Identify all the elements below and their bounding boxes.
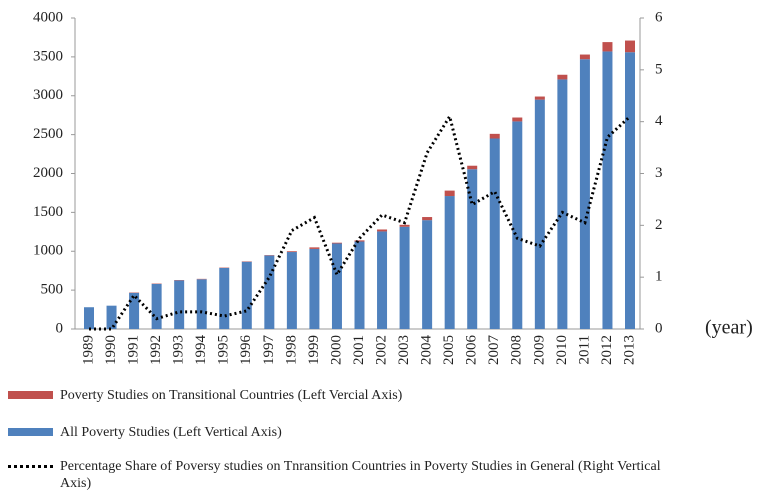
x-tick-label: 2007	[486, 335, 502, 366]
bar	[579, 59, 590, 330]
x-tick-label: 1999	[306, 335, 322, 365]
bar	[512, 117, 523, 122]
bar	[286, 251, 297, 253]
bar	[467, 169, 478, 329]
bar	[557, 74, 568, 80]
chart: (year) 0 500 1000 1500 2000 2500 3000 3500 4000 0…	[33, 9, 753, 366]
x-tick-label: 2008	[509, 335, 525, 365]
bar	[309, 247, 320, 249]
x-axis-label: (year)	[705, 317, 753, 339]
bar	[625, 40, 635, 53]
y-tick-label: 500	[41, 282, 64, 298]
x-tick-label: 2010	[554, 335, 570, 365]
bar	[309, 248, 320, 329]
y2-tick-label: 5	[655, 61, 663, 77]
bar	[151, 283, 162, 329]
x-tick-label: 1995	[216, 335, 232, 365]
bar	[106, 305, 117, 329]
bar	[579, 54, 590, 60]
bar	[196, 279, 207, 329]
bar	[422, 217, 433, 221]
x-tick-label: 1998	[283, 335, 299, 365]
legend-swatch	[8, 465, 53, 468]
y-tick-label: 2000	[33, 165, 63, 181]
bar	[625, 52, 635, 330]
x-tick-label: 1992	[148, 335, 164, 365]
x-tick-label: 1997	[261, 335, 277, 366]
y2-tick-label: 3	[655, 165, 663, 181]
y-tick-label: 2500	[33, 126, 63, 142]
bar	[467, 165, 478, 170]
x-tick-label: 2011	[576, 335, 592, 364]
x-tick-label: 1991	[126, 335, 142, 365]
legend-label: Poverty Studies on Transitional Countrie…	[60, 388, 403, 403]
x-tick-label: 2012	[599, 335, 615, 365]
bar	[602, 51, 613, 330]
y2-tick-label: 0	[655, 320, 663, 336]
bar	[331, 243, 342, 329]
x-tick-label: 2002	[373, 335, 389, 365]
bar	[241, 261, 252, 329]
bar	[286, 252, 297, 329]
bar	[331, 242, 342, 244]
bar	[354, 240, 365, 242]
x-tick-label: 2004	[419, 335, 435, 366]
bar	[534, 99, 545, 329]
y-tick-label: 3000	[33, 87, 63, 103]
bar	[129, 292, 140, 329]
x-tick-label: 1994	[193, 335, 209, 366]
x-tick-label: 2001	[351, 335, 367, 365]
bar	[422, 220, 433, 329]
y-tick-label: 3500	[33, 48, 63, 64]
bar	[399, 224, 410, 227]
y2-tick-label: 2	[655, 217, 663, 233]
x-tick-label: 2005	[441, 335, 457, 365]
legend-swatch	[8, 428, 53, 436]
x-tick-label: 1989	[80, 335, 96, 365]
bar	[84, 307, 94, 329]
bar	[354, 241, 365, 329]
bar	[512, 121, 523, 329]
x-tick-label: 2000	[328, 335, 344, 365]
x-tick-label: 2003	[396, 335, 412, 365]
bar	[174, 280, 185, 329]
bar	[489, 138, 500, 329]
x-tick-label: 2006	[464, 335, 480, 366]
y2-tick-label: 1	[655, 269, 663, 285]
y-tick-label: 1000	[33, 243, 63, 259]
y-tick-label: 0	[56, 320, 64, 336]
bar	[489, 133, 500, 139]
bar	[444, 196, 455, 329]
bar	[377, 229, 388, 232]
bar	[534, 96, 545, 100]
y2-tick-label: 6	[655, 9, 663, 25]
bar	[399, 226, 410, 329]
x-tick-label: 2009	[531, 335, 547, 365]
x-tick-label: 2013	[621, 335, 637, 365]
x-tick-label: 1996	[238, 335, 254, 366]
bar	[219, 267, 230, 329]
y2-tick-label: 4	[655, 113, 663, 129]
legend-label: Percentage Share of Poversy studies on T…	[60, 459, 661, 491]
legend-swatch	[8, 391, 53, 399]
x-tick-label: 1993	[171, 335, 187, 365]
bar	[557, 79, 568, 329]
legend-label: All Poverty Studies (Left Vertical Axis)	[60, 425, 282, 440]
x-tick-label: 1990	[103, 335, 119, 365]
bar	[377, 231, 388, 329]
line	[89, 112, 632, 331]
y-tick-label: 1500	[33, 204, 63, 220]
y-tick-label: 4000	[33, 9, 63, 25]
bar	[444, 190, 455, 197]
bar	[264, 255, 275, 329]
bar	[602, 42, 613, 52]
